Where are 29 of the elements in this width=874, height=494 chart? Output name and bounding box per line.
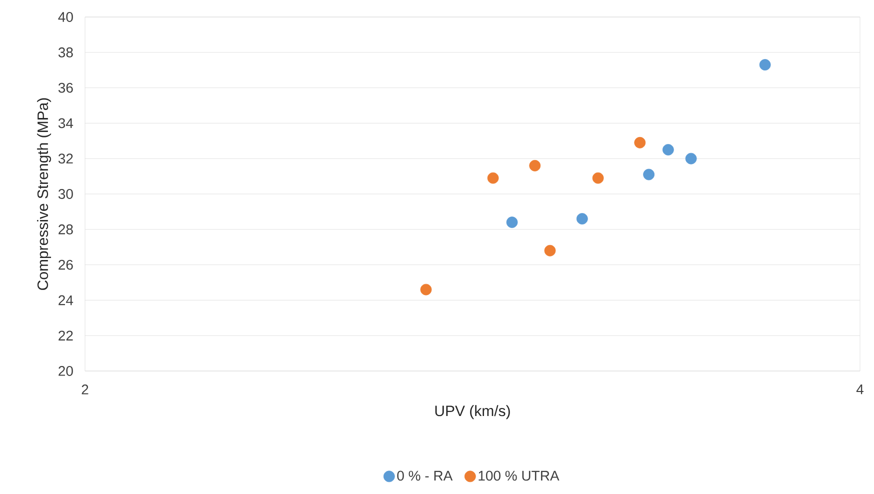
y-tick-label: 34: [58, 118, 74, 128]
point: [487, 172, 499, 184]
y-tick-label: 28: [58, 224, 73, 234]
y-tick-label: 20: [58, 366, 73, 376]
point: [759, 59, 771, 70]
y-tick-label: 38: [58, 47, 73, 58]
point: [662, 144, 674, 156]
y-tick-label: 22: [58, 330, 73, 340]
point: [634, 136, 646, 148]
point: [506, 216, 518, 228]
y-axis-title: Compressive Strength (MPa): [37, 98, 52, 290]
y-tick-label: 40: [58, 12, 73, 22]
y-tick-label: 26: [58, 260, 73, 270]
x-tick-label: 2: [82, 384, 88, 394]
point: [576, 213, 588, 224]
point: [420, 284, 432, 296]
y-tick-label: 32: [58, 154, 73, 164]
point: [592, 172, 604, 184]
point: [529, 160, 541, 172]
y-tick-label: 24: [58, 295, 74, 306]
y-tick-label: 36: [58, 82, 73, 93]
y-tick-label: 30: [58, 189, 73, 199]
point: [685, 152, 697, 164]
point: [643, 168, 655, 180]
x-tick-label: 4: [856, 384, 864, 394]
point: [544, 244, 556, 256]
x-axis-title: UPV (km/s): [435, 405, 510, 420]
legend-label: 0 % - RA: [397, 470, 453, 481]
legend-label: 100 % UTRA: [478, 470, 560, 481]
